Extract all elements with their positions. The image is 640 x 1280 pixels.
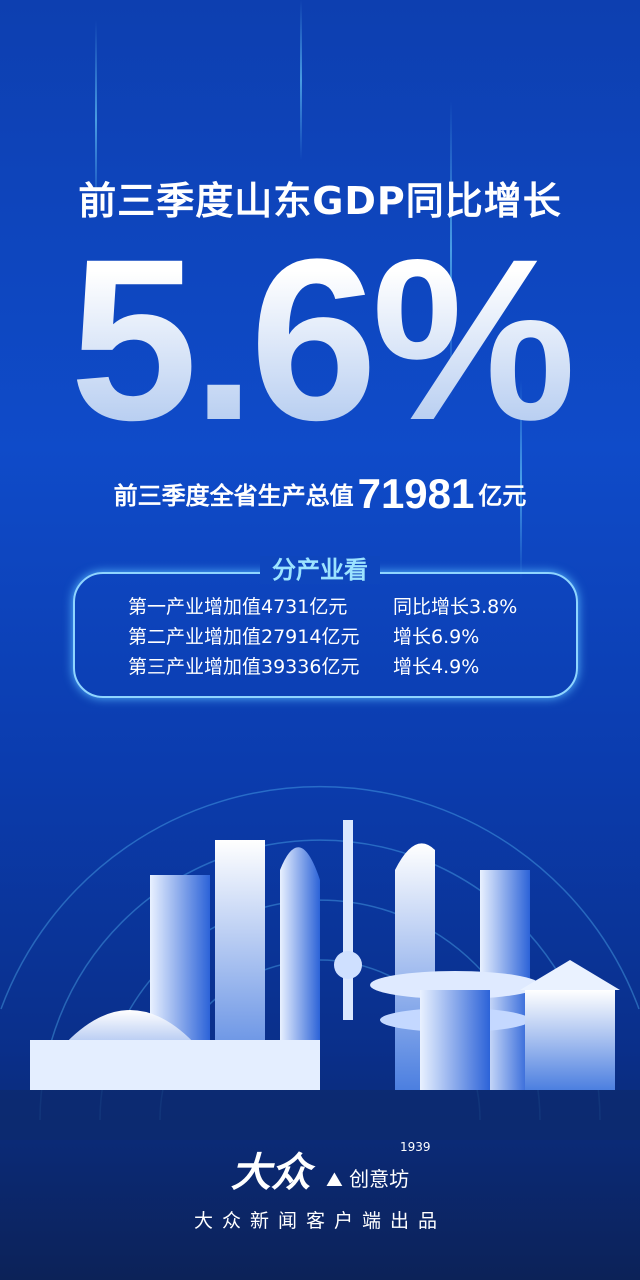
- light-beam: [450, 100, 452, 400]
- chuangyifang-logo: ⛰ 创意坊: [326, 1167, 409, 1191]
- sector-row: 第二产业增加值27914亿元 增长6.9%: [128, 622, 517, 652]
- total-prefix: 前三季度全省生产总值: [113, 482, 354, 510]
- total-value: 71981: [357, 470, 475, 517]
- total-gdp: 前三季度全省生产总值71981 亿元: [0, 470, 640, 518]
- sector-title-text: 分产业看: [260, 556, 380, 584]
- sector-growth: 增长4.9%: [393, 656, 480, 678]
- sector-row: 第三产业增加值39336亿元 增长4.9%: [128, 652, 517, 682]
- total-unit: 亿元: [478, 482, 527, 510]
- dazhong-logo: 大众: [230, 1149, 311, 1196]
- sector-value: 第一产业增加值4731亿元: [128, 596, 348, 618]
- sector-row: 第一产业增加值4731亿元 同比增长3.8%: [128, 592, 517, 622]
- growth-rate: 5.6%: [0, 225, 640, 455]
- light-beam: [300, 0, 302, 160]
- light-beam: [95, 20, 97, 220]
- logo-year: 1939: [400, 1140, 431, 1154]
- sector-value: 第二产业增加值27914亿元: [128, 626, 360, 648]
- logo2-text: 创意坊: [349, 1167, 410, 1191]
- footer: 大众 ⛰ 创意坊 1939 大众新闻客户端出品: [0, 1140, 640, 1233]
- sector-growth: 同比增长3.8%: [393, 596, 518, 618]
- sector-list: 第一产业增加值4731亿元 同比增长3.8% 第二产业增加值27914亿元 增长6.…: [128, 592, 517, 682]
- credit: 大众新闻客户端出品: [193, 1210, 446, 1232]
- city-skyline-illustration: [0, 785, 640, 1140]
- sector-title: 分产业看: [0, 550, 640, 585]
- light-beam: [520, 380, 522, 580]
- sector-value: 第三产业增加值39336亿元: [128, 656, 360, 678]
- sector-growth: 增长6.9%: [393, 626, 480, 648]
- logo-mountain-icon: ⛰: [325, 1167, 343, 1191]
- headline: 前三季度山东GDP同比增长: [78, 179, 562, 223]
